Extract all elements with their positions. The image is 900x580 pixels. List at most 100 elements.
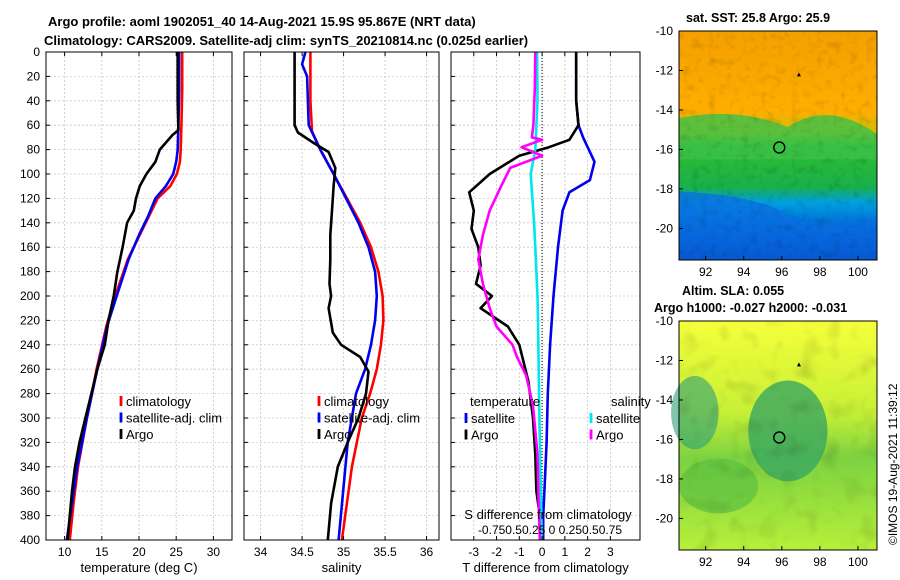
legend-label: Argo (324, 427, 351, 442)
sla-map-title-1: Altim. SLA: 0.055 (682, 284, 785, 298)
y-tick-label: 300 (20, 411, 40, 425)
figure-title-line2: Climatology: CARS2009. Satellite-adj cli… (44, 33, 529, 48)
y-tick-label: 360 (20, 484, 40, 498)
x-tick-label: 35 (337, 545, 351, 559)
map-y-tick-label: -12 (656, 353, 674, 367)
x-tick-label: -3 (468, 545, 479, 559)
x-tick-label: 1 (562, 545, 569, 559)
panel-temperature: 10 15 20 25 30020406080100120140160180200220… (20, 45, 233, 575)
map-x-tick-label: 100 (848, 265, 868, 279)
figure-title-line1: Argo profile: aoml 1902051_40 14-Aug-202… (48, 14, 476, 29)
x-axis-label: salinity (322, 560, 362, 575)
series-t-satellite (541, 52, 596, 540)
x-tick-label: 35.5 (373, 545, 397, 559)
x-tick-label: 34.5 (290, 545, 314, 559)
map-x-tick-label: 94 (737, 265, 751, 279)
x-tick-label: -1 (514, 545, 525, 559)
x-tick-label: 36 (420, 545, 434, 559)
y-tick-label: 160 (20, 240, 40, 254)
series-satellite-adj.-clim (300, 51, 379, 541)
series-argo (66, 52, 180, 541)
legend-difference: temperature salinity satellite Argo satellit… (464, 394, 651, 537)
sst-map-title: sat. SST: 25.8 Argo: 25.9 (686, 11, 831, 25)
y-tick-label: 100 (20, 167, 40, 181)
x-tick-label: 10 (58, 545, 72, 559)
map-y-tick-label: -12 (656, 63, 674, 77)
x-axis-label: T difference from climatology (462, 560, 629, 575)
map-y-tick-label: -20 (656, 511, 674, 525)
legend-label: satellite (596, 411, 640, 426)
y-tick-label: 400 (20, 533, 40, 547)
sla-texture (679, 321, 877, 550)
x-tick-label: 25 (170, 545, 184, 559)
x-tick-label: 30 (207, 545, 221, 559)
y-tick-label: 80 (27, 143, 41, 157)
map-x-tick-label: 94 (737, 555, 751, 569)
legend-label: climatology (324, 394, 390, 409)
legend-label: climatology (126, 394, 192, 409)
x-tick-label: 3 (607, 545, 614, 559)
series-argo (293, 52, 370, 541)
y-tick-label: 220 (20, 313, 40, 327)
argo-position-marker (773, 431, 786, 444)
panel-difference: -3 -2 -1 0 1 2 3T difference from climatology (450, 51, 641, 575)
y-tick-label: 180 (20, 265, 40, 279)
x-tick-label: 34 (254, 545, 268, 559)
y-tick-label: 0 (33, 45, 40, 59)
x-tick-label: -2 (491, 545, 502, 559)
map-x-tick-label: 96 (775, 555, 789, 569)
x-tick-label: 0 (539, 545, 546, 559)
s-diff-label: S difference from climatology (464, 507, 632, 522)
map-y-tick-label: -20 (656, 221, 674, 235)
sla-map-title-2: Argo h1000: -0.027 h2000: -0.031 (654, 301, 848, 315)
map-y-tick-label: -14 (656, 393, 674, 407)
y-tick-label: 380 (20, 509, 40, 523)
map-frame (678, 30, 878, 261)
x-axis-label: temperature (deg C) (80, 560, 197, 575)
legend-label: satellite-adj. clim (126, 411, 222, 426)
series-satellite-adj.-clim (65, 52, 181, 541)
map-y-tick-label: -16 (656, 432, 674, 446)
map-y-tick-label: -18 (656, 182, 674, 196)
map-sst: -10 -12 -14 -16 -18 -20 92 94 96 98 100 (656, 24, 878, 279)
map-y-tick-label: -16 (656, 142, 674, 156)
sst-texture (679, 31, 877, 260)
y-tick-label: 280 (20, 387, 40, 401)
map-x-tick-label: 100 (848, 555, 868, 569)
map-y-tick-label: -10 (656, 314, 674, 328)
series-s-argo (476, 51, 544, 541)
map-x-tick-label: 92 (699, 265, 713, 279)
y-tick-label: 320 (20, 435, 40, 449)
argo-position-marker (773, 141, 786, 154)
map-sla: -10 -12 -14 -16 -18 -20 92 94 96 98 100 (656, 314, 878, 569)
panel-salinity: 34 34.5 35 35.5 36 salinity (243, 51, 440, 575)
y-tick-label: 140 (20, 216, 40, 230)
y-tick-label: 60 (27, 118, 41, 132)
previous-position-marker (796, 72, 801, 77)
legend-title-salinity: salinity (611, 394, 651, 409)
map-x-tick-label: 96 (775, 265, 789, 279)
map-y-tick-label: -14 (656, 103, 674, 117)
x-tick-label: 20 (132, 545, 146, 559)
y-tick-label: 40 (27, 94, 41, 108)
legend-label: Argo (471, 428, 498, 443)
map-x-tick-label: 98 (813, 555, 827, 569)
map-y-tick-label: -10 (656, 24, 674, 38)
x-tick-label: 2 (584, 545, 591, 559)
s-diff-tick-labels: -0.750.50.25 0 0.250.50.75 (478, 523, 622, 537)
y-tick-label: 200 (20, 289, 40, 303)
y-tick-label: 340 (20, 460, 40, 474)
y-tick-label: 240 (20, 338, 40, 352)
map-y-tick-label: -18 (656, 472, 674, 486)
legend-label: satellite-adj. clim (324, 411, 420, 426)
map-x-tick-label: 92 (699, 555, 713, 569)
legend-label: Argo (596, 428, 623, 443)
y-tick-label: 260 (20, 362, 40, 376)
map-x-tick-label: 98 (813, 265, 827, 279)
y-tick-label: 120 (20, 191, 40, 205)
x-tick-label: 15 (95, 545, 109, 559)
legend-label: Argo (126, 427, 153, 442)
